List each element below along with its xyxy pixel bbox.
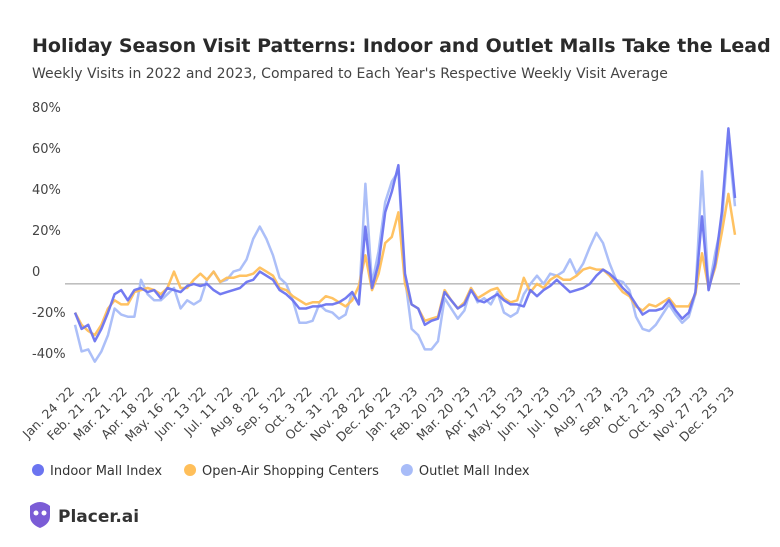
y-tick-label: 60%	[32, 142, 61, 157]
y-tick-label: -20%	[32, 306, 66, 321]
legend-marker	[32, 464, 44, 476]
legend-marker	[184, 464, 197, 476]
legend-label: Indoor Mall Index	[50, 464, 162, 479]
series-line	[73, 127, 737, 343]
legend-label: Open-Air Shopping Centers	[202, 464, 379, 479]
y-tick-label: 20%	[32, 224, 61, 239]
series-line	[73, 139, 737, 363]
logo-icon	[30, 502, 50, 528]
logo-text: Placer.ai	[58, 507, 139, 527]
chart-subtitle: Weekly Visits in 2022 and 2023, Compared…	[32, 66, 668, 82]
y-tick-label: 80%	[32, 101, 61, 116]
y-tick-label: -40%	[32, 347, 66, 362]
legend-marker	[400, 464, 413, 476]
chart-title: Holiday Season Visit Patterns: Indoor an…	[32, 35, 771, 57]
y-tick-label: 40%	[32, 183, 61, 198]
legend-label: Outlet Mall Index	[419, 464, 530, 479]
y-tick-label: 0	[32, 265, 40, 280]
